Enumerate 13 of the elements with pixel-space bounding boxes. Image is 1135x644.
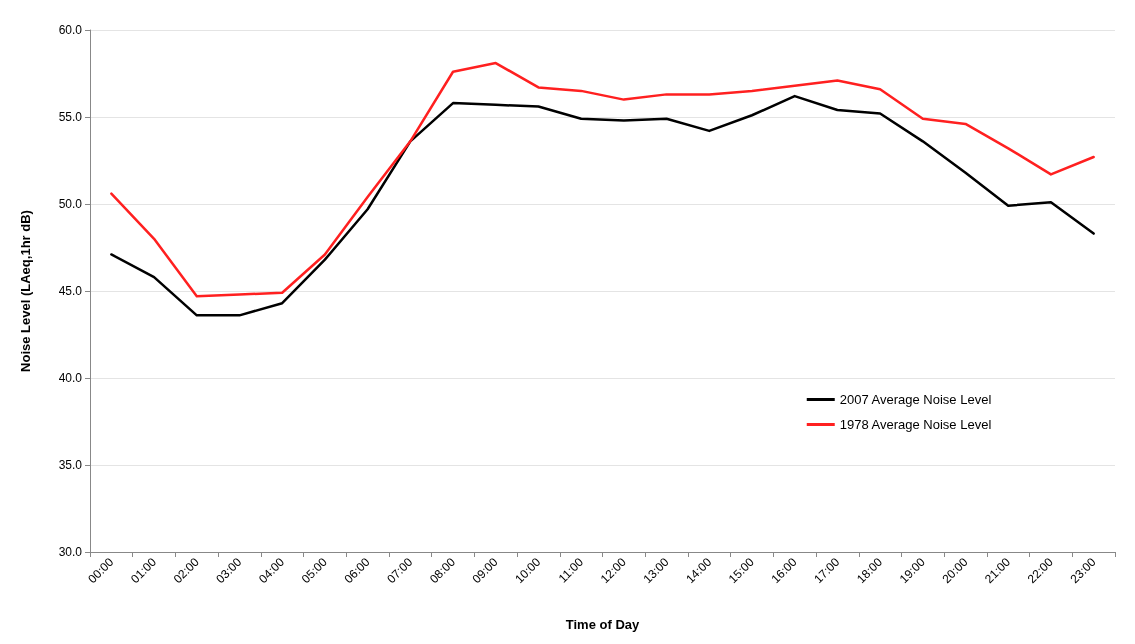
y-tick-label: 55.0 xyxy=(58,110,83,124)
y-tick-label: 35.0 xyxy=(58,458,83,472)
line-series xyxy=(110,94,1095,317)
y-tick-label: 45.0 xyxy=(58,284,83,298)
legend-label: 2007 Average Noise Level xyxy=(839,392,992,407)
legend-label: 1978 Average Noise Level xyxy=(839,417,992,432)
y-tick-label: 60.0 xyxy=(58,23,83,37)
y-tick-label: 30.0 xyxy=(58,545,83,559)
line-series xyxy=(110,61,1095,298)
x-axis-title: Time of Day xyxy=(565,617,640,632)
y-tick-label: 40.0 xyxy=(58,371,83,385)
y-axis-title: Noise Level (LAeq,1hr dB) xyxy=(18,210,33,372)
y-tick-label: 50.0 xyxy=(58,197,83,211)
